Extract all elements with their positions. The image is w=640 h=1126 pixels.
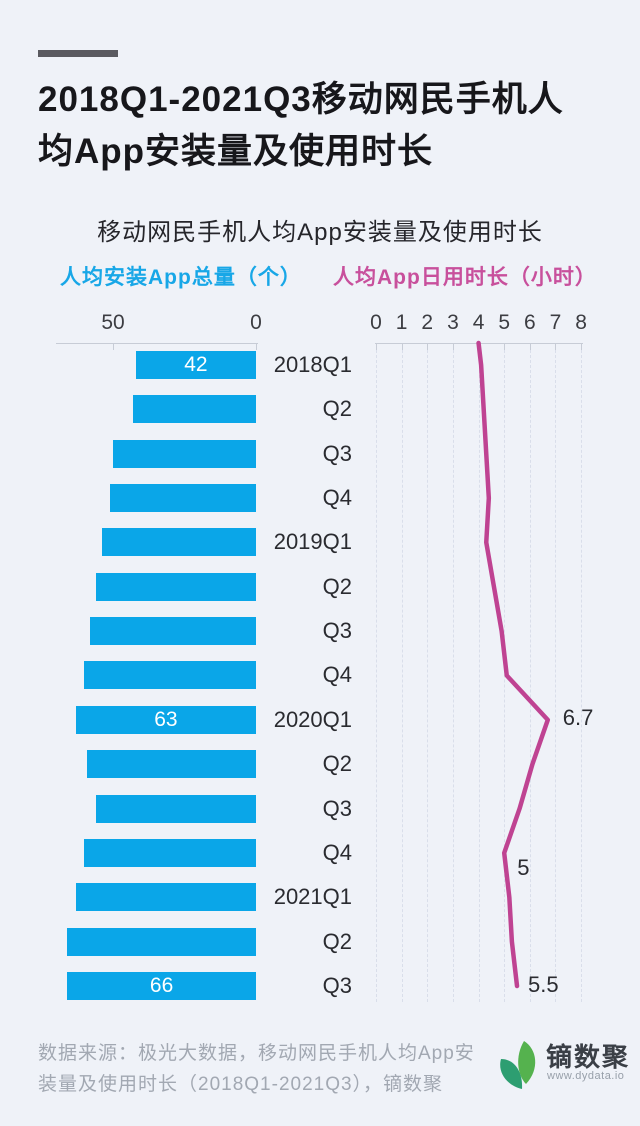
chart-subtitle: 移动网民手机人均App安装量及使用时长 <box>97 219 543 246</box>
bar <box>135 351 256 379</box>
bar <box>67 927 256 956</box>
trend-line <box>476 340 551 989</box>
bar-axis-tick <box>256 343 257 350</box>
category-label: Q3 <box>322 618 352 644</box>
category-label: Q2 <box>322 396 352 422</box>
category-label: Q4 <box>322 839 352 865</box>
category-label: 2020Q1 <box>273 706 352 732</box>
line-axis-tick-label: 7 <box>549 311 562 334</box>
bar <box>67 971 256 1000</box>
footer-source-line1: 数据来源：极光大数据，移动网民手机人均App安 <box>38 1043 475 1064</box>
gridline <box>529 350 531 1002</box>
line-axis-tick <box>581 343 583 350</box>
bar <box>133 395 256 424</box>
line-axis-tick <box>452 343 454 350</box>
line-axis-tick-label: 5 <box>498 311 511 334</box>
bar <box>84 838 256 867</box>
gridline <box>555 350 557 1002</box>
gridline <box>427 350 429 1002</box>
line-axis-tick <box>504 343 506 350</box>
bar <box>110 484 256 513</box>
line-axis-tick-label: 6 <box>523 311 536 334</box>
bar <box>84 661 256 690</box>
line-axis-tick-label: 3 <box>447 311 459 334</box>
dydata-logo-text: 镝数聚 <box>546 1042 631 1072</box>
category-label: 2021Q1 <box>273 884 352 910</box>
category-label: Q2 <box>322 573 352 599</box>
line-axis-tick <box>555 343 557 350</box>
bar-value-label: 63 <box>154 707 178 731</box>
line-axis-tick-label: 1 <box>395 311 408 334</box>
bar-value-label: 66 <box>149 973 174 997</box>
line-axis-tick-label: 2 <box>421 311 434 334</box>
footer-source: 数据来源：极光大数据，移动网民手机人均App安 装量及使用时长（2018Q1-2… <box>38 1038 508 1100</box>
page-title-line2: 均App安装量及使用时长 <box>38 132 434 171</box>
line-axis-tick <box>529 343 531 350</box>
bar-value-label: 42 <box>184 353 208 376</box>
gridline <box>376 350 377 1002</box>
gridline <box>401 350 403 1002</box>
category-label: Q3 <box>322 440 352 466</box>
bar-axis-tick-label: 0 <box>250 311 262 334</box>
bar-axis-line <box>56 343 258 344</box>
line-value-label: 5 <box>517 854 530 880</box>
category-label: Q4 <box>322 662 352 688</box>
category-label: Q3 <box>322 795 352 821</box>
bar <box>87 750 256 779</box>
right-axis-title: 人均App日用时长（小时） <box>333 266 597 289</box>
page-title: 2018Q1-2021Q3移动网民手机人 均App安装量及使用时长 <box>38 74 618 178</box>
gridline <box>478 350 480 1002</box>
accent-dash <box>38 50 118 57</box>
bar-axis-tick <box>113 343 114 350</box>
category-label: Q2 <box>322 928 352 954</box>
bar <box>75 883 256 912</box>
bar <box>75 705 256 734</box>
line-axis-tick <box>401 343 403 350</box>
bar <box>101 528 256 557</box>
left-axis-title: 人均安装App总量（个） <box>60 266 302 289</box>
bar <box>95 572 256 601</box>
dydata-logo-url: www.dydata.io <box>547 1070 625 1082</box>
line-axis-tick <box>376 343 377 350</box>
bar <box>90 617 256 646</box>
gridline <box>581 350 583 1002</box>
category-label: Q3 <box>322 972 352 998</box>
line-axis-tick-label: 0 <box>370 311 382 334</box>
line-value-label: 6.7 <box>562 704 594 730</box>
bar <box>95 794 256 823</box>
line-axis-tick-label: 4 <box>472 311 485 334</box>
page-title-line1: 2018Q1-2021Q3移动网民手机人 <box>38 80 564 119</box>
line-axis-tick <box>427 343 429 350</box>
line-value-label: 5.5 <box>528 971 559 997</box>
bar <box>113 439 256 468</box>
category-label: Q4 <box>322 485 352 511</box>
gridline <box>452 350 454 1002</box>
footer-source-line2: 装量及使用时长（2018Q1-2021Q3），镝数聚 <box>38 1074 444 1095</box>
category-label: 2018Q1 <box>273 352 352 377</box>
dydata-leaf-icon <box>500 1041 536 1089</box>
category-label: 2019Q1 <box>273 529 352 555</box>
category-label: Q2 <box>322 751 352 777</box>
dydata-logo: 镝数聚 www.dydata.io <box>494 1037 634 1099</box>
line-axis-tick-label: 8 <box>575 311 587 334</box>
bar-axis-tick-label: 50 <box>101 311 125 334</box>
